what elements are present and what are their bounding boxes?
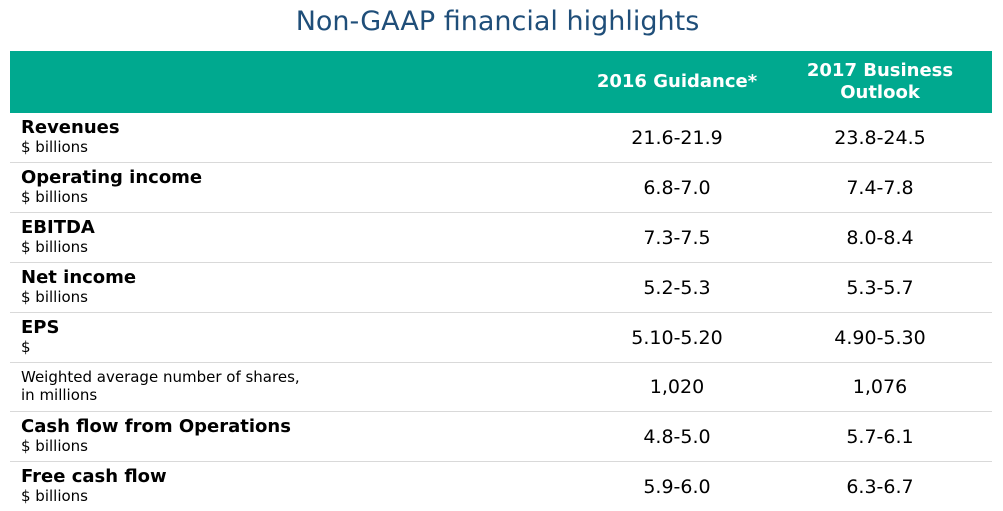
header-2016-guidance: 2016 Guidance* — [596, 71, 758, 92]
table-row-eps: EPS $ 5.10-5.20 4.90-5.30 — [10, 313, 992, 363]
table-row-operating-income: Operating income $ billions 6.8-7.0 7.4-… — [10, 163, 992, 213]
financial-highlights-table: 2016 Guidance* 2017 Business Outlook Rev… — [10, 51, 992, 511]
page-title: Non-GAAP financial highlights — [295, 6, 700, 37]
table-row-weighted-shares: Weighted average number of shares, in mi… — [10, 363, 992, 412]
value-2017: 6.3-6.7 — [846, 475, 914, 498]
row-unit: $ billions — [21, 487, 89, 505]
row-unit: $ billions — [21, 437, 89, 455]
row-unit: $ — [21, 338, 31, 356]
value-2016: 4.8-5.0 — [643, 425, 711, 448]
row-label: Free cash flow — [21, 466, 167, 487]
table-row-net-income: Net income $ billions 5.2-5.3 5.3-5.7 — [10, 263, 992, 313]
value-2017: 5.7-6.1 — [846, 425, 914, 448]
row-label: EBITDA — [21, 217, 95, 238]
value-2016: 5.10-5.20 — [631, 326, 723, 349]
value-2016: 1,020 — [649, 376, 705, 398]
table-row-free-cash-flow: Free cash flow $ billions 5.9-6.0 6.3-6.… — [10, 462, 992, 511]
value-2017: 23.8-24.5 — [834, 126, 926, 149]
value-2017: 8.0-8.4 — [846, 226, 914, 249]
row-label: Net income — [21, 267, 137, 288]
header-2017-business-outlook: 2017 Business Outlook — [806, 60, 954, 103]
table-row-cash-flow-operations: Cash flow from Operations $ billions 4.8… — [10, 412, 992, 462]
value-2016: 5.9-6.0 — [643, 475, 711, 498]
value-2017: 7.4-7.8 — [846, 176, 914, 199]
value-2017: 1,076 — [852, 376, 908, 398]
row-unit: $ billions — [21, 238, 89, 256]
value-2016: 5.2-5.3 — [643, 276, 711, 299]
row-unit: $ billions — [21, 138, 89, 156]
row-label: Operating income — [21, 167, 203, 188]
value-2016: 21.6-21.9 — [631, 126, 723, 149]
value-2016: 6.8-7.0 — [643, 176, 711, 199]
row-label: Cash flow from Operations — [21, 416, 291, 437]
row-unit: $ billions — [21, 288, 89, 306]
table-row-revenues: Revenues $ billions 21.6-21.9 23.8-24.5 — [10, 113, 992, 163]
table-header: 2016 Guidance* 2017 Business Outlook — [10, 51, 992, 113]
row-label: Weighted average number of shares, in mi… — [21, 368, 300, 404]
value-2016: 7.3-7.5 — [643, 226, 711, 249]
table-row-ebitda: EBITDA $ billions 7.3-7.5 8.0-8.4 — [10, 213, 992, 263]
row-unit: $ billions — [21, 188, 89, 206]
value-2017: 4.90-5.30 — [834, 326, 926, 349]
row-label: EPS — [21, 317, 60, 338]
value-2017: 5.3-5.7 — [846, 276, 914, 299]
row-label: Revenues — [21, 117, 120, 138]
